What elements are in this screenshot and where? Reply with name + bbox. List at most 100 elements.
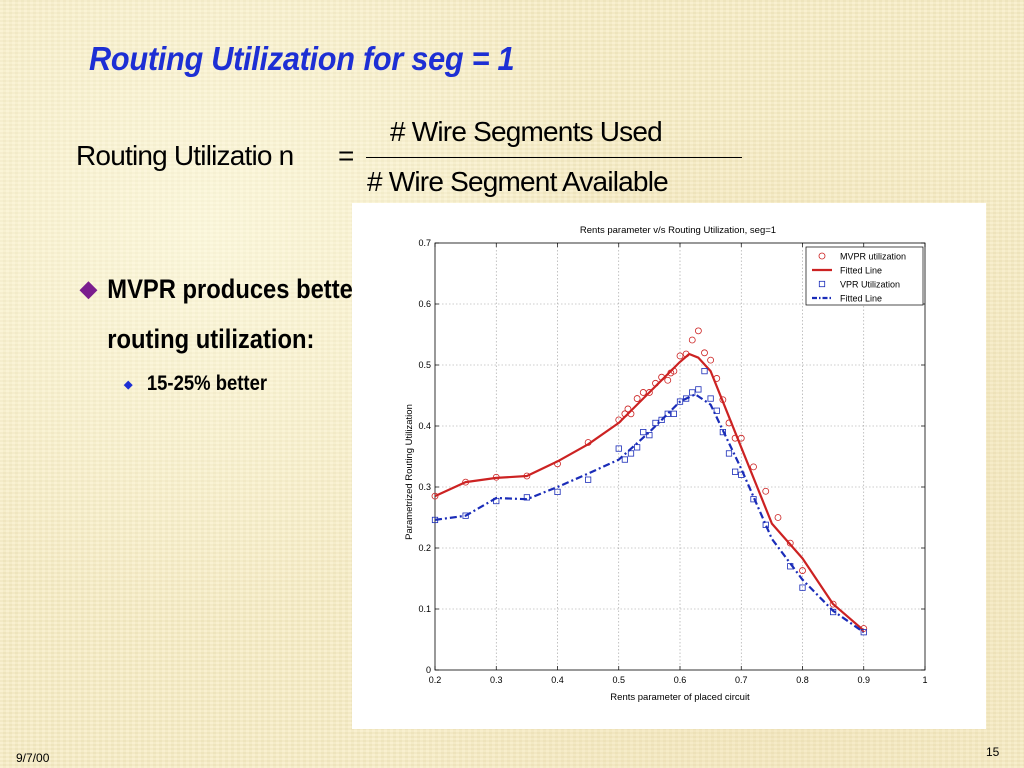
vpr-data-point (640, 428, 647, 436)
legend-label: Fitted Line (840, 294, 882, 304)
mvpr-data-point (688, 336, 696, 344)
mvpr-data-point (762, 487, 770, 495)
legend-marker (818, 280, 826, 288)
y-tick-label: 0.4 (418, 421, 431, 431)
vpr-data-point (652, 419, 659, 427)
mvpr-data-point (719, 396, 727, 404)
vpr-data-point (713, 407, 720, 414)
vpr-data-point (719, 428, 726, 436)
x-tick-label: 0.2 (429, 675, 442, 685)
vpr-data-point (658, 416, 665, 423)
vpr-data-point (787, 563, 794, 570)
vpr-data-point (462, 512, 469, 519)
mvpr-data-point (624, 405, 632, 413)
mvpr-data-point (725, 419, 733, 427)
diamond-bullet-icon: ◆ (80, 276, 97, 301)
bullet-item: ◆ MVPR produces better routing utilizati… (80, 264, 420, 364)
vpr-data-point (830, 608, 837, 616)
vpr-data-point (683, 395, 690, 402)
mvpr-data-point (523, 472, 531, 480)
vpr-data-point (695, 386, 702, 393)
footer-date: 9/7/00 (16, 751, 50, 765)
y-tick-label: 0.1 (418, 604, 431, 614)
y-tick-label: 0.7 (418, 238, 431, 248)
vpr-data-point (670, 410, 677, 417)
sub-bullet-text: 15-25% better (146, 372, 268, 395)
mvpr-data-point (431, 492, 439, 500)
vpr-data-point (732, 468, 739, 475)
vpr-data-point (860, 629, 867, 636)
fitted-line-series-1 (434, 352, 865, 632)
vpr-data-point (554, 488, 561, 495)
mvpr-data-point (492, 473, 500, 481)
slide-title: Routing Utilization for seg = 1 (89, 40, 515, 77)
vpr-data-point (493, 497, 500, 505)
mvpr-data-point (664, 376, 672, 384)
vpr-data-point (725, 450, 733, 457)
vpr-data-point (664, 410, 671, 417)
x-tick-label: 0.3 (490, 675, 503, 685)
mvpr-data-point (584, 439, 592, 446)
vpr-data-point (634, 444, 641, 451)
vpr-data-point (646, 432, 653, 439)
x-tick-label: 1 (922, 675, 927, 685)
mvpr-data-point (658, 373, 666, 381)
mvpr-data-point (786, 539, 794, 547)
x-tick-label: 0.5 (612, 675, 625, 685)
mvpr-data-point (462, 478, 470, 486)
y-tick-label: 0.5 (418, 360, 431, 370)
vpr-data-point (707, 395, 714, 402)
legend-marker (818, 252, 826, 260)
y-tick-label: 0 (426, 665, 431, 675)
mvpr-data-point (627, 410, 635, 418)
x-axis-label: Rents parameter of placed circuit (610, 692, 750, 703)
small-diamond-bullet-icon: ◆ (124, 379, 133, 391)
chart-svg: Rents parameter v/s Routing Utilization,… (404, 225, 928, 703)
mvpr-data-point (774, 514, 782, 521)
mvpr-data-point (682, 350, 690, 358)
bullet-text: MVPR produces better routing utilization… (107, 274, 363, 354)
legend-label: Fitted Line (840, 266, 882, 276)
x-tick-label: 0.8 (796, 675, 809, 685)
vpr-data-point (431, 516, 439, 524)
vpr-data-point (627, 450, 635, 457)
chart-panel: Rents parameter v/s Routing Utilization,… (352, 203, 986, 729)
page-number: 15 (986, 745, 1000, 759)
y-tick-label: 0.3 (418, 482, 431, 492)
vpr-data-point (585, 476, 592, 483)
x-tick-label: 0.6 (674, 675, 687, 685)
formula-lhs: Routing Utilizatio n (76, 140, 294, 171)
y-tick-label: 0.6 (418, 299, 431, 309)
mvpr-data-point (645, 389, 653, 396)
mvpr-data-point (737, 434, 745, 442)
mvpr-data-point (615, 416, 623, 424)
y-axis-label: Parametrized Routing Utilization (404, 404, 415, 540)
mvpr-data-point (799, 567, 806, 574)
vpr-data-point (689, 389, 696, 396)
mvpr-data-point (670, 367, 678, 375)
mvpr-data-point (633, 395, 641, 402)
vpr-data-point (750, 496, 757, 503)
mvpr-data-point (701, 349, 708, 357)
x-tick-label: 0.7 (735, 675, 748, 685)
legend-box (805, 246, 924, 306)
x-tick-label: 0.9 (857, 675, 870, 685)
formula-denominator: # Wire Segment Available (367, 166, 669, 197)
sub-bullet-item: ◆ 15-25% better (124, 372, 287, 396)
mvpr-data-point (750, 463, 757, 471)
vpr-data-point (762, 521, 769, 528)
x-tick-label: 0.4 (551, 675, 564, 685)
vpr-data-point (615, 445, 622, 452)
mvpr-data-point (694, 327, 702, 335)
formula-numerator: # Wire Segments Used (390, 116, 663, 147)
vpr-data-point (621, 456, 628, 463)
mvpr-data-point (713, 375, 721, 382)
vpr-data-point (676, 398, 684, 405)
fraction-bar (366, 157, 742, 158)
mvpr-data-point (554, 460, 561, 468)
formula-equals: = (338, 140, 355, 171)
vpr-data-point (738, 471, 745, 478)
mvpr-data-point (829, 600, 837, 608)
vpr-data-point (799, 584, 806, 591)
legend-label: VPR Utilization (840, 280, 900, 290)
